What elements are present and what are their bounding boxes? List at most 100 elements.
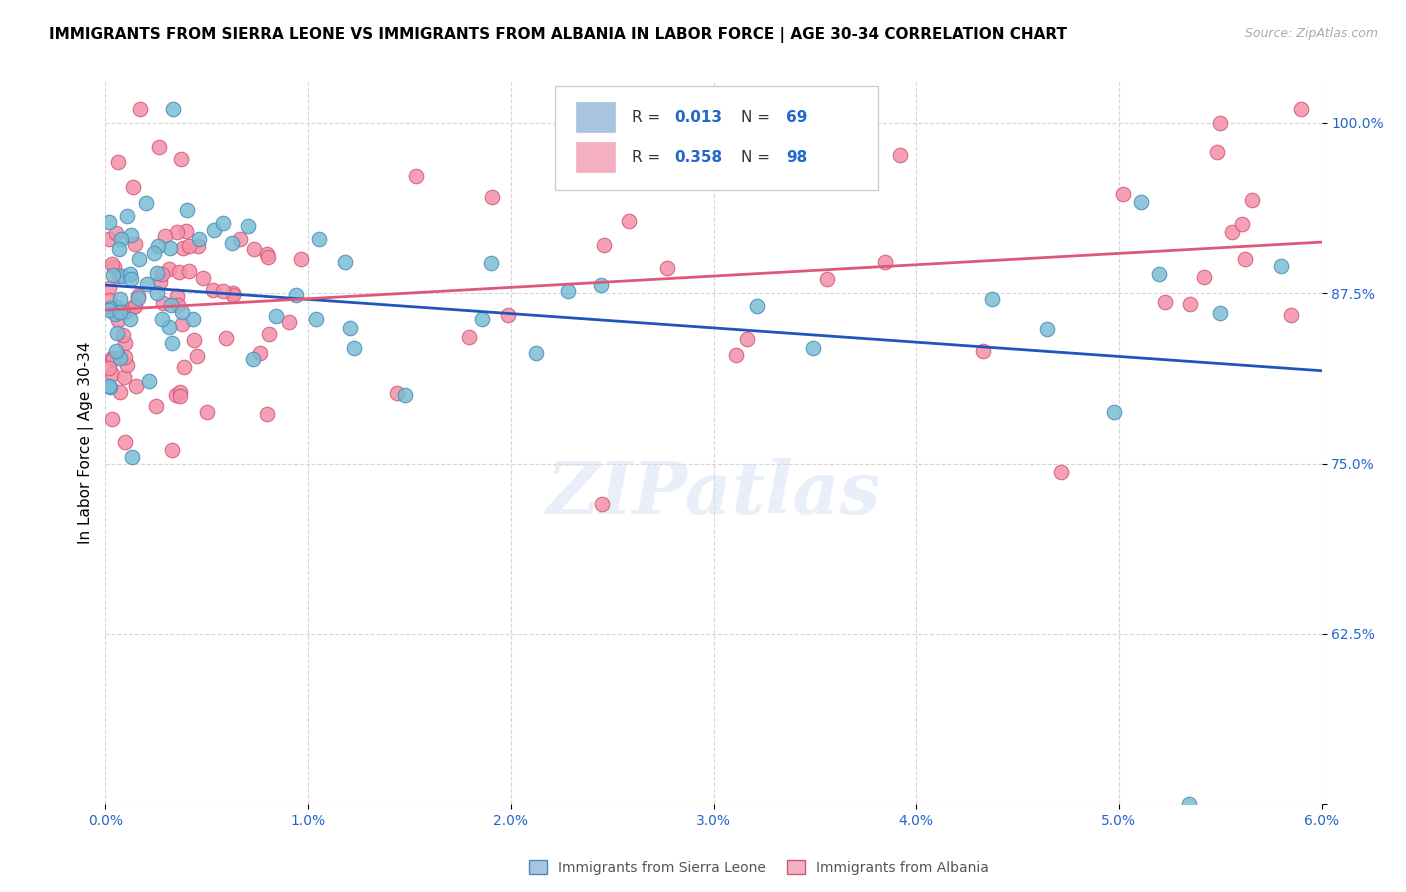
Point <box>593 238 616 252</box>
Point <box>873 254 896 268</box>
Text: 98: 98 <box>786 150 807 164</box>
Text: 0.358: 0.358 <box>675 150 723 164</box>
Point <box>176 202 198 217</box>
Point <box>152 296 174 310</box>
Point <box>166 225 188 239</box>
Point <box>157 262 180 277</box>
Point <box>107 242 129 256</box>
Point <box>735 332 758 346</box>
Point <box>1279 308 1302 322</box>
Point <box>498 308 520 322</box>
Point <box>114 305 136 319</box>
Point <box>256 250 278 264</box>
Point <box>1049 465 1071 479</box>
Point <box>1291 102 1313 116</box>
Point <box>405 169 427 184</box>
Point <box>201 283 224 297</box>
Point <box>1206 145 1229 160</box>
Text: IMMIGRANTS FROM SIERRA LEONE VS IMMIGRANTS FROM ALBANIA IN LABOR FORCE | AGE 30-: IMMIGRANTS FROM SIERRA LEONE VS IMMIGRAN… <box>49 27 1067 43</box>
Point <box>104 307 127 321</box>
Point <box>111 269 134 284</box>
Point <box>108 384 131 399</box>
Point <box>162 102 184 116</box>
Point <box>98 215 121 229</box>
Point <box>256 407 278 421</box>
Y-axis label: In Labor Force | Age 30-34: In Labor Force | Age 30-34 <box>79 342 94 544</box>
Point <box>98 303 121 318</box>
Text: ZIPatlas: ZIPatlas <box>547 458 880 529</box>
Point <box>120 227 142 242</box>
Point <box>169 384 191 399</box>
Point <box>724 348 747 362</box>
Point <box>160 335 183 350</box>
Point <box>127 288 149 302</box>
Point <box>617 214 640 228</box>
Point <box>114 351 136 365</box>
Point <box>222 286 245 301</box>
Point <box>183 333 205 347</box>
Point <box>110 232 132 246</box>
Point <box>115 210 138 224</box>
Point <box>145 399 167 413</box>
Point <box>526 345 548 359</box>
Point <box>815 272 838 286</box>
Point <box>169 389 191 403</box>
Point <box>101 411 124 425</box>
Point <box>181 312 204 326</box>
Point <box>1112 187 1135 202</box>
Point <box>127 291 149 305</box>
Point <box>1209 306 1232 320</box>
Point <box>122 180 145 194</box>
Point <box>114 435 136 450</box>
Point <box>112 328 135 343</box>
Point <box>249 346 271 360</box>
Point <box>339 321 361 335</box>
Point <box>343 341 366 355</box>
Point <box>1102 405 1125 419</box>
Point <box>98 379 121 393</box>
Text: R =: R = <box>633 150 665 164</box>
Point <box>1270 259 1292 273</box>
Point <box>118 312 141 326</box>
Point <box>129 102 152 116</box>
Point <box>145 286 167 301</box>
Point <box>120 271 142 285</box>
Point <box>1154 295 1177 310</box>
Point <box>128 252 150 266</box>
Point <box>1230 217 1253 231</box>
Point <box>170 317 193 331</box>
Point <box>191 270 214 285</box>
Point <box>1130 194 1153 209</box>
Bar <box>576 142 614 172</box>
Point <box>394 388 416 402</box>
Text: N =: N = <box>741 110 770 125</box>
Point <box>277 315 299 329</box>
Point <box>159 241 181 255</box>
Point <box>186 350 208 364</box>
Text: N =: N = <box>741 150 770 164</box>
Point <box>138 375 160 389</box>
Point <box>481 190 503 204</box>
Point <box>242 352 264 367</box>
Point <box>114 335 136 350</box>
Point <box>745 299 768 313</box>
Point <box>187 239 209 253</box>
Point <box>173 359 195 374</box>
Point <box>165 388 187 402</box>
Point <box>177 239 200 253</box>
Point <box>121 450 143 465</box>
Point <box>285 287 308 301</box>
Point <box>385 385 408 400</box>
Point <box>98 232 121 246</box>
Bar <box>576 102 614 133</box>
Point <box>257 327 280 342</box>
Point <box>557 285 579 299</box>
Point <box>104 226 127 240</box>
Point <box>98 380 121 394</box>
Point <box>1035 322 1057 336</box>
Point <box>589 278 612 293</box>
Point <box>105 344 128 359</box>
Point <box>124 299 146 313</box>
Point <box>107 155 129 169</box>
Point <box>101 257 124 271</box>
